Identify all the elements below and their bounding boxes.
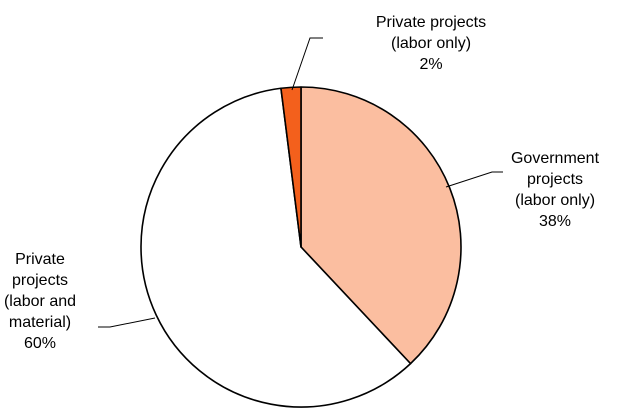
slice-label-2-line-2: projects	[12, 272, 68, 289]
slice-label-1: Government projects (labor only) 38%	[511, 150, 600, 230]
leader-line-3	[291, 37, 323, 91]
slice-label-1-line-1: Government	[511, 150, 600, 167]
pie-slice-1	[300, 86, 462, 365]
slice-label-1-line-2: projects	[527, 171, 583, 188]
slice-label-1-line-3: (labor only)	[515, 192, 595, 209]
slice-label-2-line-1: Private	[15, 251, 65, 268]
slice-label-2-line-4: material)	[9, 314, 71, 331]
slice-label-3-line-2: (labor only)	[391, 35, 471, 52]
slice-labels: Government projects (labor only) 38% Private…	[4, 14, 600, 352]
leader-line-2	[98, 317, 156, 328]
slice-label-2: Private projects (labor and material) 60%	[4, 251, 76, 352]
slice-label-3: Private projects (labor only) 2%	[376, 14, 486, 73]
pie-slice-2	[140, 87, 412, 408]
leader-lines	[98, 37, 503, 328]
slice-label-2-line-5: 60%	[24, 335, 56, 352]
slice-label-3-line-1: Private projects	[376, 14, 486, 31]
pie-slice-3	[280, 86, 302, 248]
slice-label-3-line-3: 2%	[419, 56, 442, 73]
slice-label-2-line-3: (labor and	[4, 293, 76, 310]
leader-line-1	[445, 171, 503, 188]
slice-label-1-line-4: 38%	[539, 213, 571, 230]
pie-slices	[140, 86, 462, 408]
